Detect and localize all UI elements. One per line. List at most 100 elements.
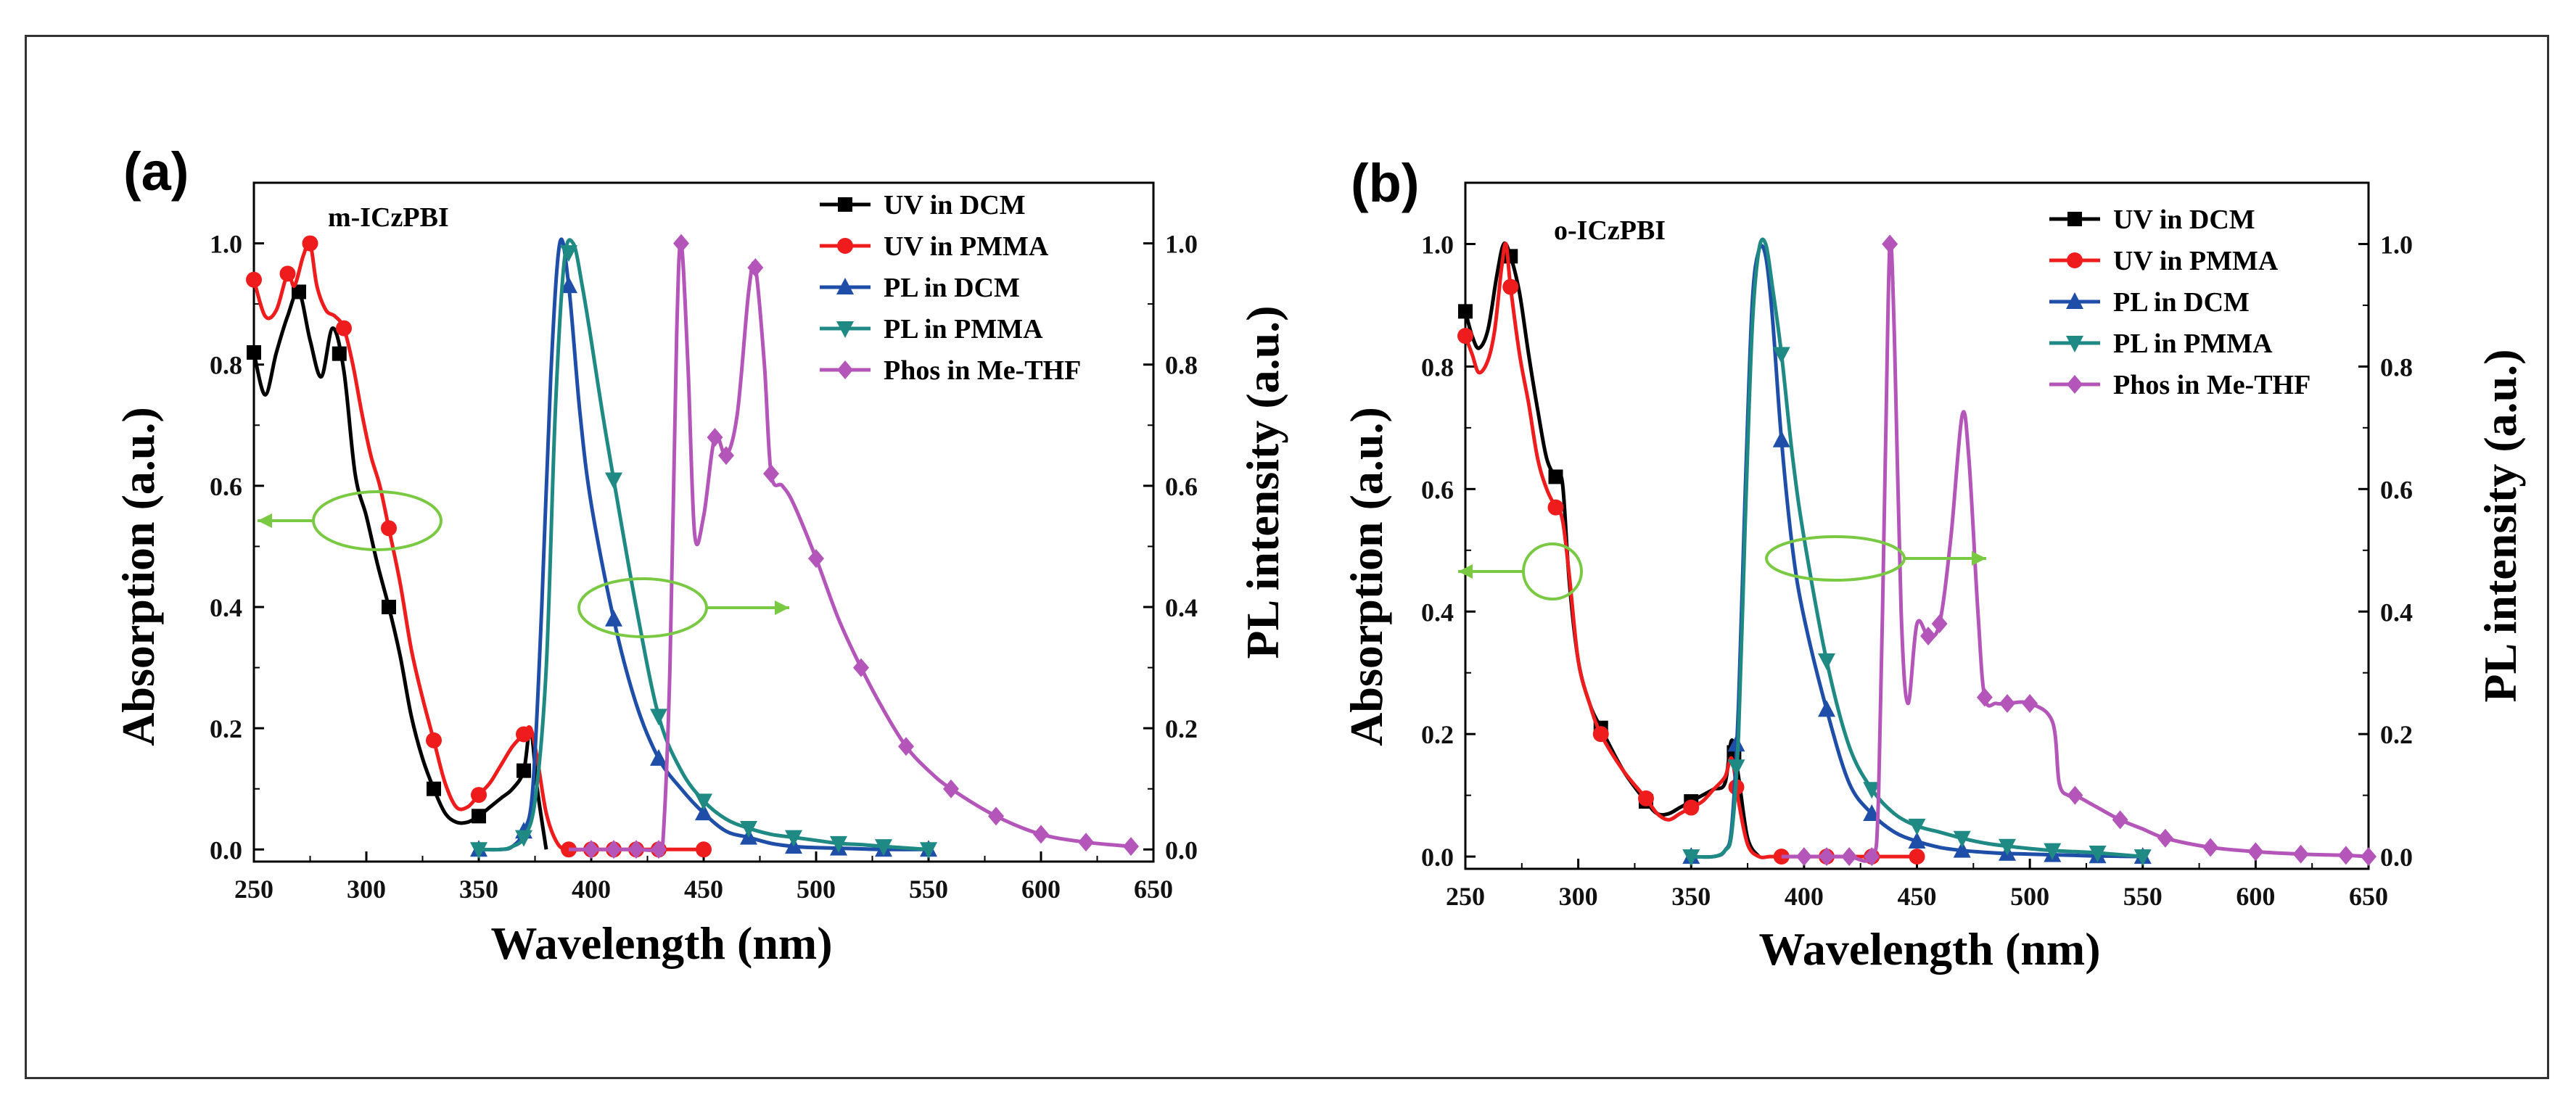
legend-marker xyxy=(836,321,854,338)
x-tick-label: 500 xyxy=(2010,882,2049,911)
series-phos-in-me-thf xyxy=(569,234,1139,859)
series-line xyxy=(1463,242,1761,858)
data-point xyxy=(2022,693,2038,713)
legend-label: UV in DCM xyxy=(2113,205,2255,235)
legend-marker xyxy=(2066,292,2083,309)
annotation-ellipse xyxy=(1522,542,1583,600)
data-point xyxy=(2157,828,2173,848)
legend-label: Phos in Me-THF xyxy=(2113,370,2310,400)
data-point xyxy=(830,835,847,853)
series-uv-in-pmma xyxy=(1457,242,1925,865)
data-point xyxy=(427,781,441,796)
data-point xyxy=(2202,838,2219,857)
data-point xyxy=(785,830,802,847)
data-point xyxy=(2337,846,2354,865)
x-tick-label: 600 xyxy=(1021,875,1061,904)
x-tick-label: 250 xyxy=(234,875,273,904)
series-line xyxy=(478,237,929,852)
data-point xyxy=(1727,735,1745,752)
data-point xyxy=(292,284,306,300)
legend-label: PL in PMMA xyxy=(884,314,1043,344)
data-point xyxy=(1457,328,1473,344)
x-tick-label: 550 xyxy=(909,875,948,904)
data-point xyxy=(2361,847,2377,867)
x-tick-label: 300 xyxy=(1559,882,1598,911)
data-point xyxy=(1863,782,1881,799)
data-point xyxy=(472,809,486,824)
legend-label: Phos in Me-THF xyxy=(884,355,1081,386)
data-point xyxy=(1999,838,2016,856)
legend-marker xyxy=(836,278,854,294)
data-point xyxy=(808,549,824,569)
y2-tick-label: 0.4 xyxy=(2380,598,2413,627)
series-line xyxy=(478,238,929,852)
annotation-ellipse xyxy=(577,577,708,638)
data-point xyxy=(1920,627,1937,646)
legend-marker xyxy=(2067,375,2083,394)
y-tick-label: 0.6 xyxy=(210,472,242,501)
y2-tick-label: 0.0 xyxy=(1165,835,1198,864)
data-point xyxy=(1772,430,1790,447)
data-point xyxy=(1999,693,2015,713)
data-point xyxy=(628,840,644,859)
y2-tick-label: 1.0 xyxy=(2380,230,2413,259)
data-point xyxy=(517,763,531,778)
data-point xyxy=(583,840,599,859)
legend-marker xyxy=(2066,336,2083,352)
panel-label: (b) xyxy=(1351,153,1420,213)
data-point xyxy=(1909,849,1925,865)
x-tick-label: 400 xyxy=(1785,882,1824,911)
panel-a: (a) m-ICzPBI Wavelength (nm) Absorption … xyxy=(112,141,1288,969)
data-point xyxy=(516,726,532,743)
data-point xyxy=(2112,810,2128,830)
data-point xyxy=(707,428,723,447)
series-pl-in-pmma xyxy=(1682,237,2152,867)
data-point xyxy=(1772,347,1790,364)
series-uv-in-pmma xyxy=(246,235,712,858)
y-tick-label: 1.0 xyxy=(1421,230,1454,259)
data-point xyxy=(606,840,622,859)
data-point xyxy=(1795,847,1812,867)
x-tick-label: 350 xyxy=(459,875,498,904)
data-point xyxy=(279,265,296,282)
y2-tick-label: 0.2 xyxy=(2380,720,2413,749)
data-point xyxy=(1592,726,1609,743)
data-point xyxy=(470,842,487,859)
legend-label: PL in DCM xyxy=(884,273,1020,303)
data-point xyxy=(695,793,712,811)
data-point xyxy=(382,600,396,614)
data-point xyxy=(1953,841,1971,858)
x-tick-label: 450 xyxy=(1898,882,1937,911)
data-point xyxy=(696,841,712,858)
annotation-ellipse xyxy=(312,490,443,551)
data-point xyxy=(605,472,622,490)
data-point xyxy=(471,787,487,804)
series-line xyxy=(1781,237,2369,863)
data-point xyxy=(1548,469,1563,484)
data-point xyxy=(2089,846,2107,863)
data-point xyxy=(332,346,347,361)
data-point xyxy=(740,821,757,838)
data-point xyxy=(1078,833,1094,852)
y2-tick-label: 0.8 xyxy=(1165,351,1198,380)
data-point xyxy=(560,245,577,263)
series-line xyxy=(252,289,548,850)
data-point xyxy=(1638,790,1654,806)
data-point xyxy=(898,737,914,756)
data-point xyxy=(426,732,442,748)
series-line xyxy=(252,240,704,852)
data-point xyxy=(2067,785,2083,805)
data-point xyxy=(1882,234,1898,254)
y2-tick-label: 0.8 xyxy=(2380,352,2413,381)
data-point xyxy=(988,806,1004,826)
annotation-arrow-head xyxy=(1972,551,1986,566)
data-point xyxy=(605,609,622,627)
y2-tick-label: 0.2 xyxy=(1165,714,1198,743)
legend-label: UV in PMMA xyxy=(2113,246,2279,276)
y-tick-label: 0.6 xyxy=(1421,475,1454,504)
y-tick-label: 0.4 xyxy=(1421,598,1454,627)
annotation-arrow-head xyxy=(775,600,789,615)
data-point xyxy=(1547,499,1564,516)
x-tick-label: 350 xyxy=(1671,882,1711,911)
data-point xyxy=(1841,847,1858,867)
